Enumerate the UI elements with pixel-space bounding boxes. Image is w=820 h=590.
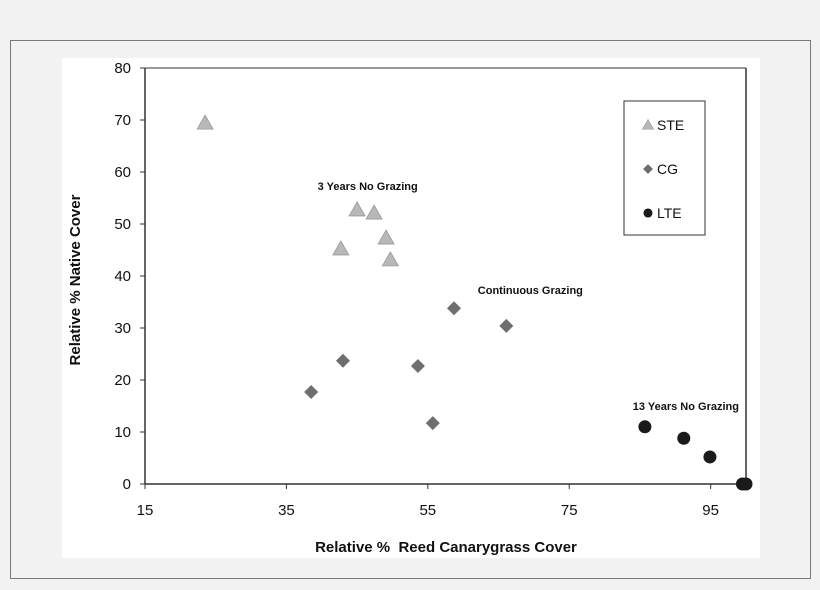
x-tick-label: 75 [561,502,578,519]
legend-marker-cg [643,164,653,174]
x-tick-label: 95 [702,502,719,519]
annotation-label: 13 Years No Grazing [633,401,739,413]
point-lte [739,477,753,491]
legend-label: CG [657,161,678,177]
point-ste [348,201,366,217]
annotation-label: 3 Years No Grazing [318,181,418,193]
x-axis-label: Relative % Reed Canarygrass Cover [315,539,577,556]
point-ste [332,240,350,256]
legend-marker-lte [643,208,653,218]
y-tick-label: 10 [114,424,131,441]
point-ste [381,251,400,267]
point-lte [703,450,717,464]
y-tick-label: 30 [114,320,131,337]
point-lte [677,431,691,445]
point-ste [196,114,214,130]
y-tick-label: 0 [123,476,131,493]
y-tick-label: 40 [114,268,131,285]
point-cg [410,358,425,373]
y-tick-label: 50 [114,216,131,233]
point-cg [335,353,350,368]
y-tick-label: 60 [114,164,131,181]
point-lte [638,420,652,434]
legend-marker-ste [641,118,655,130]
y-axis-label: Relative % Native Cover [67,194,84,365]
annotation-label: Continuous Grazing [478,285,583,297]
y-tick-label: 20 [114,372,131,389]
point-ste [365,204,383,220]
y-tick-label: 70 [114,112,131,129]
legend: STE CG LTE [623,100,706,236]
x-tick-label: 55 [419,502,436,519]
legend-label: LTE [657,205,682,221]
x-tick-label: 35 [278,502,295,519]
point-cg [425,416,440,431]
point-cg [304,384,319,399]
point-cg [499,318,514,333]
y-tick-label: 80 [114,60,131,77]
x-tick-label: 15 [137,502,154,519]
point-cg [446,301,461,316]
legend-label: STE [657,117,684,133]
legend-box [623,100,706,236]
point-ste [377,229,395,245]
